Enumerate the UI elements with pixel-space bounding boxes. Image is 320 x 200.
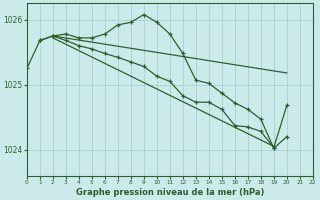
X-axis label: Graphe pression niveau de la mer (hPa): Graphe pression niveau de la mer (hPa) <box>76 188 264 197</box>
